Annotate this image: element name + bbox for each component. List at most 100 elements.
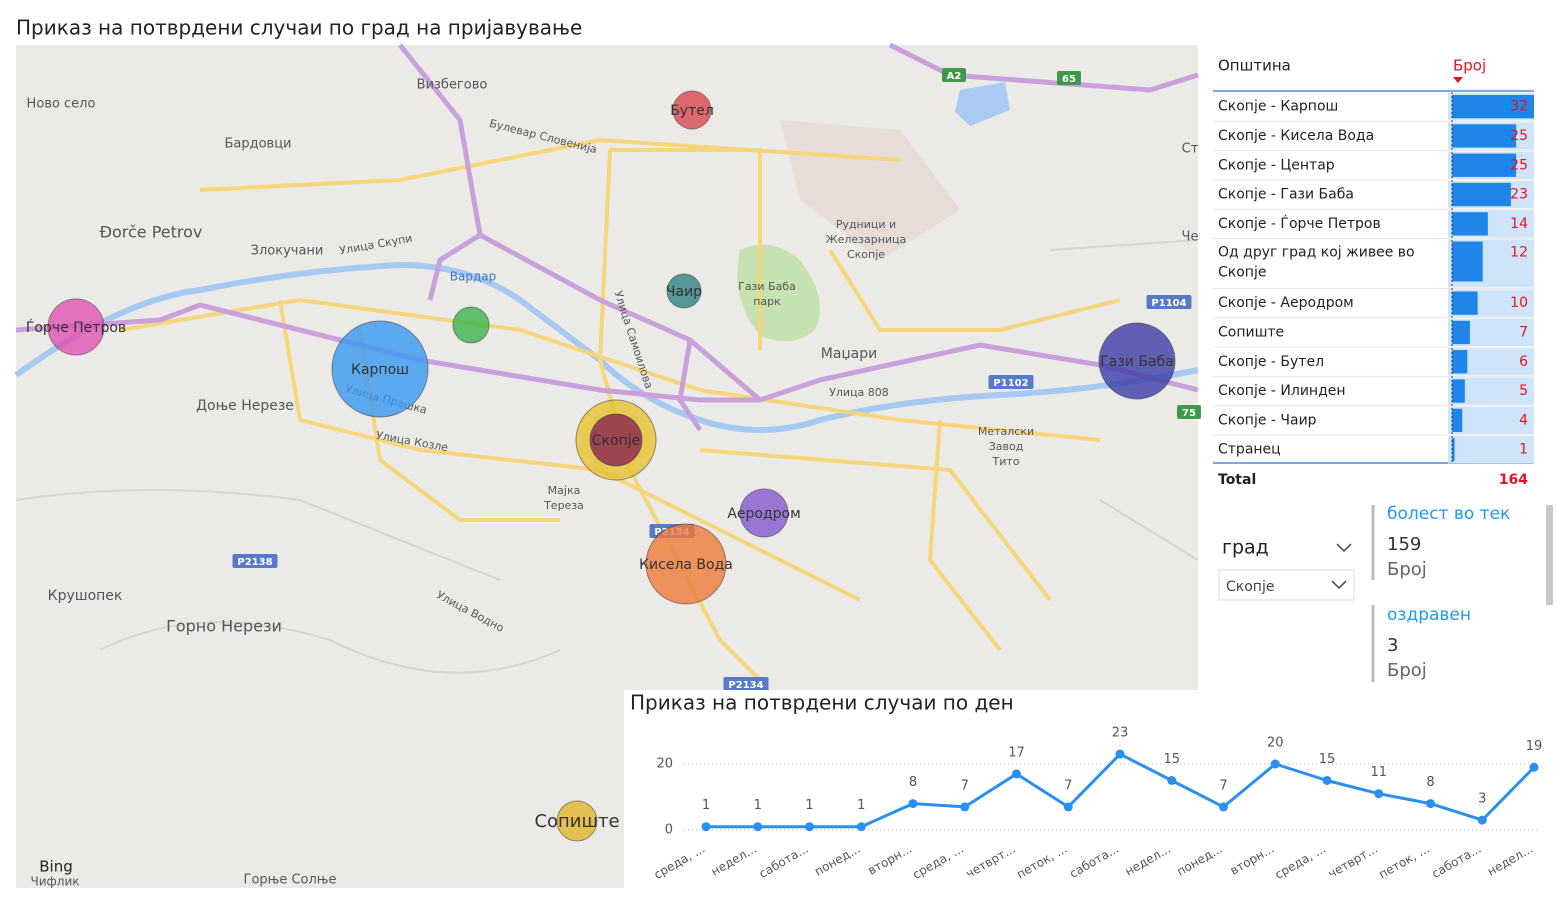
point[interactable] bbox=[1063, 802, 1073, 812]
place-label: Че bbox=[1182, 230, 1199, 245]
data-bar bbox=[1452, 291, 1478, 315]
bar-track bbox=[1448, 406, 1534, 434]
map-bubble[interactable] bbox=[666, 273, 702, 309]
bubble-label: Скопје bbox=[592, 433, 640, 449]
point[interactable] bbox=[1322, 776, 1332, 785]
data-label: 8 bbox=[909, 775, 917, 790]
data-label: 7 bbox=[961, 778, 969, 793]
map-bubble[interactable] bbox=[1098, 322, 1176, 400]
road-shield-label: P2138 bbox=[237, 557, 272, 568]
point[interactable] bbox=[856, 822, 866, 832]
point[interactable] bbox=[1477, 815, 1487, 825]
place-label: Визбегово bbox=[417, 78, 488, 93]
bubble-label: Гази Баба bbox=[1100, 354, 1174, 370]
place-label: Крушопек bbox=[48, 588, 123, 604]
data-label: 17 bbox=[1008, 745, 1025, 760]
data-label: 15 bbox=[1163, 752, 1180, 767]
data-bar bbox=[1452, 241, 1483, 282]
road-shield-label: 65 bbox=[1062, 74, 1076, 85]
data-bar bbox=[1452, 379, 1465, 403]
bubble-label: Карпош bbox=[351, 362, 409, 378]
point[interactable] bbox=[1167, 776, 1177, 785]
chevron[interactable] bbox=[1336, 543, 1352, 553]
row-value: 14 bbox=[1510, 216, 1528, 232]
map-bubble[interactable] bbox=[452, 306, 490, 344]
map-bubble[interactable] bbox=[589, 413, 643, 467]
total-label: Total bbox=[1218, 472, 1256, 488]
point[interactable] bbox=[908, 799, 918, 809]
point[interactable] bbox=[1270, 759, 1280, 769]
row-label: Скопје - Бутел bbox=[1218, 354, 1324, 370]
data-bar bbox=[1452, 124, 1517, 148]
data-label: 23 bbox=[1112, 726, 1129, 741]
point[interactable] bbox=[1219, 802, 1228, 812]
total-value: 164 bbox=[1499, 472, 1528, 488]
row-label: Од друг град кој живее во Скопје bbox=[1218, 245, 1419, 281]
row-label: Сопиште bbox=[1218, 324, 1284, 340]
road-shield bbox=[988, 375, 1034, 389]
point[interactable] bbox=[1426, 799, 1435, 809]
card-title: болест во тек bbox=[1387, 504, 1510, 524]
data-label: 1 bbox=[702, 798, 710, 813]
point[interactable] bbox=[1374, 789, 1384, 799]
scrollbar[interactable] bbox=[1546, 505, 1553, 605]
map-bubble[interactable] bbox=[47, 298, 105, 356]
chevron[interactable] bbox=[1331, 580, 1347, 590]
map-bg bbox=[16, 690, 624, 888]
data-label: 3 bbox=[1478, 792, 1486, 807]
y-tick-label: 0 bbox=[665, 823, 673, 838]
point[interactable] bbox=[701, 822, 711, 832]
map-bubble[interactable] bbox=[645, 523, 727, 605]
data-label: 7 bbox=[1064, 778, 1072, 793]
data-bar bbox=[1452, 350, 1468, 374]
bubble-label: Сопиште bbox=[534, 811, 619, 832]
slicer[interactable]: град Скопје bbox=[1218, 537, 1355, 601]
cards: болест во тек 159 Број оздравен 3 Број bbox=[1371, 504, 1553, 682]
table-header[interactable]: Број bbox=[1453, 57, 1486, 75]
bubble-label: Бутел bbox=[670, 103, 714, 119]
map-bubble[interactable] bbox=[556, 800, 598, 842]
point[interactable] bbox=[960, 802, 970, 812]
place-label: Bing bbox=[39, 858, 73, 876]
place-label: Гази Баба bbox=[738, 280, 796, 293]
row-value: 7 bbox=[1519, 324, 1528, 340]
point[interactable] bbox=[1529, 762, 1539, 772]
map-title: Приказ на потврдени случаи по град на пр… bbox=[16, 16, 582, 40]
point[interactable] bbox=[805, 822, 814, 832]
data-bar bbox=[1452, 408, 1463, 432]
place-label: Злокучани bbox=[251, 244, 324, 259]
roads bbox=[119, 137, 1121, 682]
place-label: Тито bbox=[991, 455, 1019, 468]
y-tick-label: 20 bbox=[656, 757, 673, 772]
point[interactable] bbox=[1115, 749, 1125, 759]
data-label: 7 bbox=[1219, 778, 1227, 793]
place-label: Железарница bbox=[826, 233, 907, 246]
row-value: 1 bbox=[1519, 442, 1528, 458]
row-value: 5 bbox=[1519, 383, 1528, 399]
road-shield-label: P2134 bbox=[728, 680, 763, 691]
map-bubble[interactable] bbox=[672, 90, 712, 130]
dropdown-value: Скопје bbox=[1226, 579, 1274, 595]
row-value: 4 bbox=[1519, 412, 1528, 428]
road-shield-label: P1104 bbox=[1151, 298, 1186, 309]
bubble-label: Кисела Вода bbox=[639, 557, 733, 573]
place-label: Чифлик bbox=[30, 875, 79, 889]
map-bubble[interactable] bbox=[331, 320, 429, 418]
place-label: Доње Нерезе bbox=[196, 398, 294, 414]
point[interactable] bbox=[753, 822, 763, 832]
road-shield-label: A2 bbox=[947, 71, 962, 82]
minor-roads bbox=[15, 239, 1199, 674]
map[interactable] bbox=[14, 42, 1199, 888]
row-label: Скопје - Карпош bbox=[1218, 99, 1338, 115]
road-shield bbox=[723, 677, 769, 691]
dropdown[interactable] bbox=[1218, 569, 1355, 601]
row-label: Скопје - Гази Баба bbox=[1218, 187, 1354, 203]
data-bar bbox=[1452, 95, 1534, 119]
row-label: Странец bbox=[1218, 442, 1281, 458]
sort-arrow[interactable] bbox=[1453, 77, 1463, 83]
data-bar bbox=[1452, 153, 1517, 177]
point[interactable] bbox=[1012, 769, 1021, 779]
road-shield bbox=[942, 68, 966, 82]
map-bubble[interactable] bbox=[739, 488, 789, 538]
place-label: Маџари bbox=[821, 346, 877, 362]
